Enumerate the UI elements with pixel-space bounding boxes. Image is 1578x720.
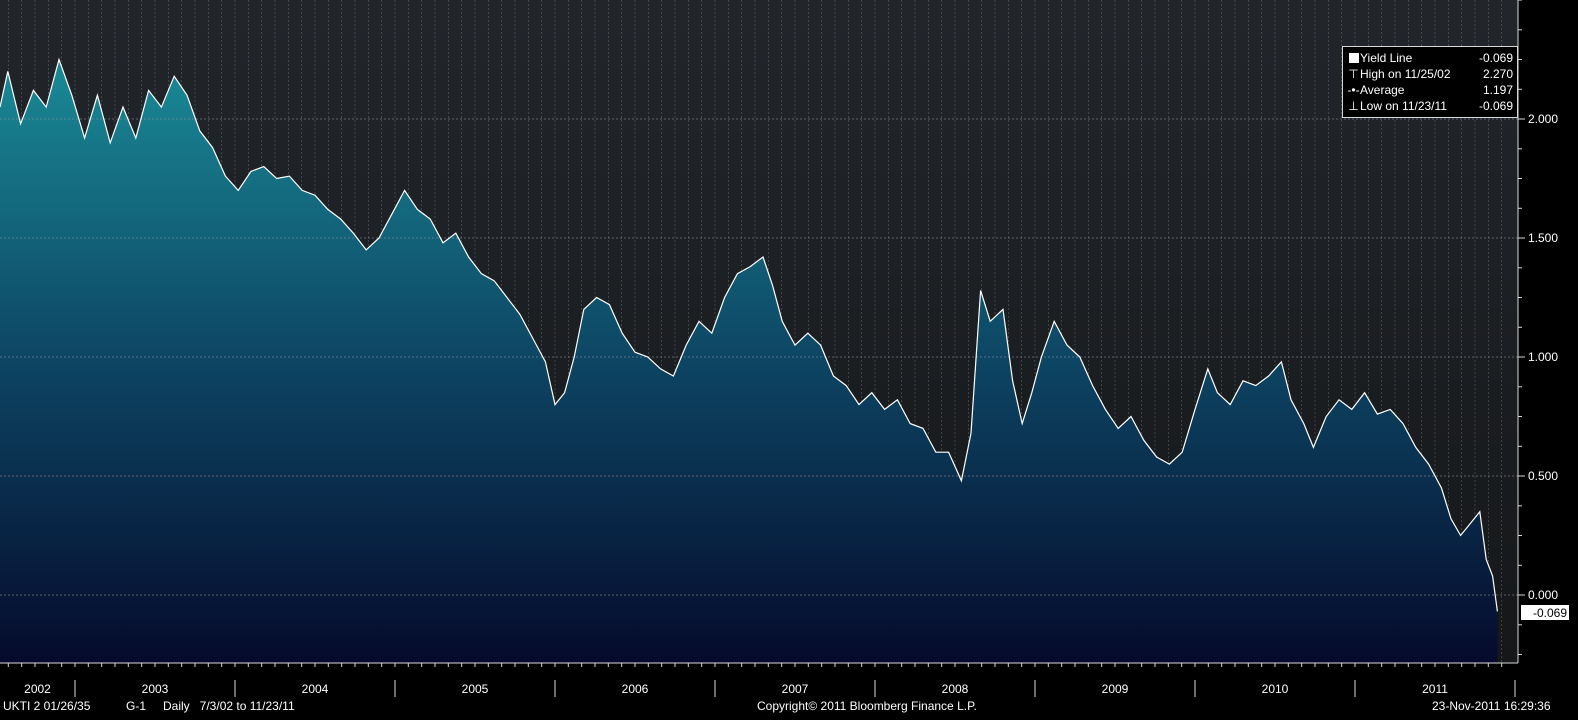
legend-series-label: Yield Line <box>1360 51 1413 65</box>
legend-row-low: ⊥ Low on 11/23/11 -0.069 <box>1347 98 1513 114</box>
low-marker-icon: ⊥ <box>1348 99 1359 113</box>
graph-id: G-1 <box>126 699 147 713</box>
x-tick-label: 2009 <box>1102 682 1129 696</box>
x-tick-label: 2005 <box>462 682 489 696</box>
square-icon <box>1347 53 1360 63</box>
x-tick-label: 2011 <box>1422 682 1448 696</box>
yield-area <box>0 59 1498 663</box>
legend-high-value: 2.270 <box>1482 67 1513 81</box>
copyright-text: Copyright© 2011 Bloomberg Finance L.P. <box>757 699 977 713</box>
x-tick-label: 2002 <box>24 682 51 696</box>
legend-average-label: Average <box>1360 83 1405 97</box>
legend-series-value: -0.069 <box>1478 51 1513 65</box>
x-tick-label: 2004 <box>302 682 329 696</box>
horizontal-gridlines <box>0 118 1518 596</box>
legend-average-value: 1.197 <box>1482 83 1513 97</box>
legend-row-average: -•- Average 1.197 <box>1347 82 1513 98</box>
x-tick-label: 2010 <box>1262 682 1289 696</box>
security-name: UKTI 2 01/26/35 <box>3 699 91 713</box>
legend-row-high: ⊤ High on 11/25/02 2.270 <box>1347 66 1513 82</box>
status-footer: UKTI 2 01/26/35 G-1 Daily 7/3/02 to 11/2… <box>0 697 1578 715</box>
legend-low-label: Low on 11/23/11 <box>1360 99 1447 113</box>
last-value-marker: -0.069 <box>1521 605 1569 620</box>
yield-line <box>0 57 1498 612</box>
y-tick-label: 0.000 <box>1528 588 1558 602</box>
x-tick-label: 2003 <box>142 682 169 696</box>
last-value-box <box>1521 605 1569 620</box>
date-range: Daily 7/3/02 to 11/23/11 <box>163 699 295 713</box>
legend-high-label: High on 11/25/02 <box>1360 67 1451 81</box>
y-tick-label: 0.500 <box>1528 469 1558 483</box>
timestamp: 23-Nov-2011 16:29:36 <box>1432 699 1551 713</box>
average-marker-icon: -•- <box>1347 83 1360 97</box>
legend-row-series: Yield Line -0.069 <box>1347 50 1513 66</box>
y-tick-label: 2.000 <box>1528 112 1558 126</box>
y-tick-labels: 2.000 1.500 1.000 0.500 0.000 <box>1518 0 1558 655</box>
high-marker-icon: ⊤ <box>1348 67 1359 81</box>
x-tick-label: 2006 <box>622 682 649 696</box>
last-value-label: -0.069 <box>1533 606 1567 620</box>
legend-low-value: -0.069 <box>1478 99 1513 113</box>
chart-legend: Yield Line -0.069 ⊤ High on 11/25/02 2.2… <box>1342 46 1518 118</box>
x-tick-labels: 2002 2003 2004 2005 2006 2007 2008 2009 2010 2011 <box>7 663 1516 697</box>
y-tick-label: 1.500 <box>1528 231 1558 245</box>
y-tick-label: 1.000 <box>1528 350 1558 364</box>
x-tick-label: 2008 <box>942 682 969 696</box>
x-tick-label: 2007 <box>782 682 809 696</box>
